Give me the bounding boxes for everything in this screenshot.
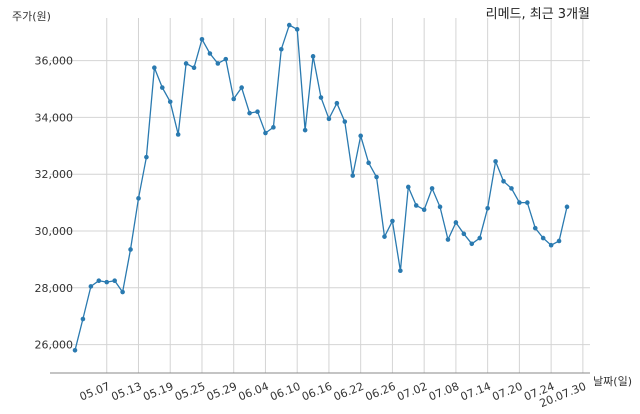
data-point bbox=[104, 279, 110, 285]
data-point bbox=[144, 154, 149, 160]
data-point bbox=[159, 85, 165, 90]
x-tick-label: 06.04 bbox=[236, 380, 270, 404]
data-point bbox=[88, 284, 94, 289]
data-point bbox=[405, 184, 411, 190]
data-point bbox=[239, 85, 244, 90]
data-point bbox=[540, 235, 546, 241]
data-point bbox=[310, 54, 316, 59]
data-point bbox=[429, 186, 435, 191]
data-point bbox=[445, 237, 451, 242]
data-point bbox=[302, 127, 308, 133]
data-point bbox=[564, 204, 570, 210]
price-series bbox=[74, 24, 568, 351]
data-point bbox=[326, 116, 332, 122]
price-line bbox=[74, 24, 568, 351]
data-point bbox=[485, 205, 490, 211]
x-tick-label: 05.29 bbox=[205, 380, 239, 404]
data-point bbox=[366, 160, 371, 166]
data-point bbox=[413, 203, 419, 208]
data-point bbox=[461, 231, 467, 237]
x-tick-label: 07.14 bbox=[459, 380, 493, 404]
y-tick-labels: 26,000 28,000 30,000 32,000 34,000 36,000 bbox=[35, 55, 74, 352]
x-tick-label: 05.25 bbox=[173, 380, 207, 404]
data-point bbox=[207, 51, 213, 56]
x-tick-label: 07.20 bbox=[490, 380, 524, 404]
y-tick-label: 34,000 bbox=[35, 111, 74, 124]
x-tick-label: 06.22 bbox=[332, 380, 366, 404]
y-tick-label: 36,000 bbox=[35, 55, 74, 68]
data-point bbox=[390, 218, 395, 224]
grid-lines bbox=[50, 18, 590, 373]
data-point bbox=[215, 61, 221, 66]
x-tick-labels: 05.0705.1305.1905.2505.2906.0406.1006.16… bbox=[78, 380, 588, 410]
data-point bbox=[342, 119, 348, 124]
data-point bbox=[167, 99, 173, 105]
data-point bbox=[72, 347, 78, 353]
data-point bbox=[96, 278, 102, 284]
y-tick-label: 32,000 bbox=[35, 168, 74, 181]
data-point bbox=[128, 247, 133, 252]
data-point bbox=[255, 109, 260, 115]
data-point bbox=[532, 225, 538, 231]
data-point bbox=[453, 220, 459, 225]
data-point bbox=[263, 130, 268, 136]
y-tick-label: 30,000 bbox=[35, 225, 74, 238]
data-point bbox=[556, 238, 562, 244]
data-point bbox=[509, 186, 514, 191]
x-axis-title: 날짜(일) bbox=[593, 374, 632, 388]
data-point bbox=[223, 56, 229, 62]
data-point bbox=[191, 65, 197, 70]
data-point bbox=[286, 22, 292, 28]
x-tick-label: 05.07 bbox=[78, 380, 112, 404]
x-tick-label: 07.08 bbox=[427, 380, 461, 404]
data-point bbox=[493, 159, 498, 164]
data-point bbox=[517, 200, 522, 205]
data-point bbox=[152, 65, 157, 70]
x-tick-label: 05.13 bbox=[110, 380, 144, 404]
data-point bbox=[358, 133, 363, 139]
x-tick-label: 07.02 bbox=[395, 380, 429, 404]
data-point bbox=[477, 235, 483, 241]
data-point bbox=[437, 204, 443, 210]
data-point bbox=[501, 179, 506, 184]
data-point bbox=[334, 100, 340, 106]
y-tick-label: 26,000 bbox=[35, 339, 74, 352]
data-point bbox=[80, 316, 86, 322]
data-point bbox=[398, 268, 403, 274]
x-tick-label: 06.26 bbox=[363, 380, 397, 404]
data-point bbox=[525, 200, 530, 205]
data-point bbox=[318, 95, 324, 100]
chart-title: 리메드, 최근 3개월 bbox=[486, 7, 590, 22]
data-point bbox=[120, 289, 125, 295]
y-axis-title: 주가(원) bbox=[12, 10, 51, 23]
x-tick-label: 06.16 bbox=[300, 380, 334, 404]
price-points bbox=[72, 22, 570, 353]
data-point bbox=[469, 241, 475, 247]
data-point bbox=[374, 174, 379, 180]
data-point bbox=[294, 27, 300, 32]
data-point bbox=[231, 96, 237, 102]
data-point bbox=[421, 207, 427, 212]
data-point bbox=[548, 242, 554, 248]
data-point bbox=[382, 234, 387, 239]
y-tick-label: 28,000 bbox=[35, 282, 74, 295]
data-point bbox=[136, 196, 141, 201]
data-point bbox=[350, 173, 356, 178]
data-point bbox=[175, 132, 181, 137]
data-point bbox=[247, 110, 252, 116]
data-point bbox=[112, 278, 117, 284]
data-point bbox=[279, 46, 284, 52]
x-tick-label: 05.19 bbox=[141, 380, 175, 404]
data-point bbox=[271, 125, 276, 130]
data-point bbox=[199, 37, 205, 42]
x-tick-label: 06.10 bbox=[268, 380, 302, 404]
data-point bbox=[183, 61, 189, 66]
